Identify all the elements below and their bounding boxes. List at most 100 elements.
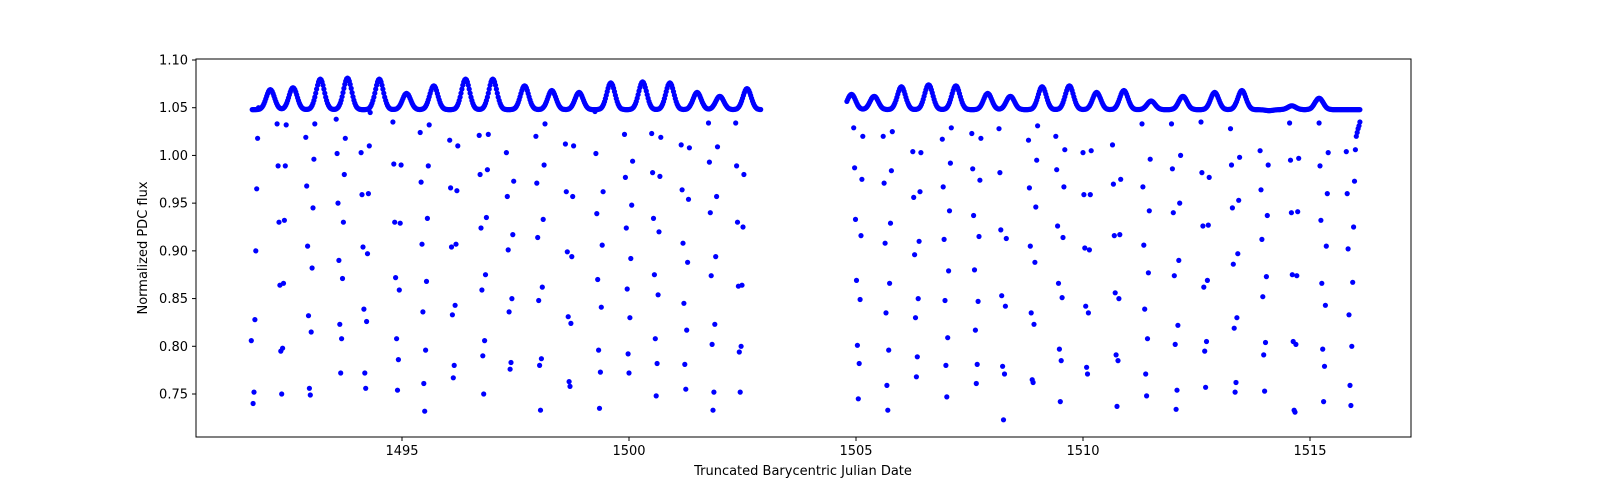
data-point: [539, 284, 545, 290]
data-point: [655, 292, 661, 298]
y-tick-label: 0.85: [159, 292, 188, 307]
data-point: [395, 357, 401, 363]
data-point: [337, 321, 343, 327]
data-point: [1082, 245, 1088, 251]
data-point: [1062, 147, 1068, 153]
data-point: [1318, 217, 1324, 223]
data-point: [1319, 280, 1325, 286]
data-point: [348, 85, 354, 91]
data-point: [941, 236, 947, 242]
data-point: [1228, 162, 1235, 168]
data-point: [304, 183, 310, 189]
data-point: [1114, 403, 1120, 409]
data-point: [734, 163, 740, 169]
data-point: [1323, 243, 1329, 249]
data-point: [465, 82, 471, 88]
data-point: [971, 212, 977, 219]
data-point: [448, 244, 455, 250]
data-point: [623, 225, 629, 231]
data-point: [479, 287, 485, 293]
data-point: [458, 90, 464, 96]
data-point: [1261, 352, 1267, 358]
data-point: [948, 125, 954, 131]
data-point: [509, 296, 515, 302]
data-point: [1141, 242, 1147, 248]
data-point: [1113, 352, 1119, 358]
data-points: [248, 75, 1363, 423]
data-point: [275, 163, 281, 169]
data-point: [685, 259, 691, 265]
data-point: [1295, 209, 1301, 215]
data-point: [1235, 251, 1241, 257]
data-point: [946, 268, 952, 274]
data-point: [310, 205, 316, 211]
data-point: [684, 327, 690, 333]
data-point: [398, 162, 404, 168]
x-tick-label: 1510: [1066, 444, 1099, 459]
data-point: [312, 94, 318, 100]
data-point: [709, 341, 715, 347]
data-point: [977, 177, 983, 183]
data-point: [536, 297, 542, 304]
data-point: [1175, 322, 1181, 328]
data-point: [1265, 162, 1271, 168]
data-point: [255, 105, 262, 111]
data-point: [307, 392, 313, 398]
data-point: [306, 385, 312, 391]
data-point: [341, 85, 347, 91]
data-point: [885, 407, 891, 413]
data-point: [600, 189, 606, 195]
y-tick-label: 0.90: [159, 244, 188, 259]
data-point: [1231, 325, 1237, 331]
data-point: [1203, 384, 1209, 390]
data-point: [1230, 261, 1236, 267]
x-tick-label: 1500: [612, 444, 645, 459]
data-point: [1352, 147, 1358, 153]
data-point: [367, 109, 373, 116]
data-point: [1059, 295, 1065, 301]
data-point: [493, 86, 499, 92]
data-point: [394, 336, 400, 342]
data-point: [397, 220, 403, 226]
data-point: [1321, 363, 1328, 369]
data-point: [1086, 247, 1092, 253]
data-point: [483, 214, 489, 221]
data-point: [1199, 170, 1205, 176]
data-point: [1084, 371, 1091, 377]
data-point: [1035, 123, 1041, 129]
data-point: [880, 133, 886, 139]
data-point: [1317, 163, 1323, 169]
data-point: [484, 94, 490, 100]
data-point: [737, 389, 743, 395]
data-point: [858, 233, 864, 239]
data-point: [506, 309, 512, 315]
data-point: [492, 82, 499, 88]
y-tick-label: 0.75: [159, 388, 188, 403]
data-point: [313, 90, 319, 96]
data-point: [942, 297, 948, 304]
data-point: [533, 133, 539, 139]
x-tick-label: 1505: [839, 444, 872, 459]
data-point: [1176, 257, 1182, 263]
data-point: [1140, 184, 1146, 190]
data-point: [380, 86, 386, 92]
data-point: [568, 320, 574, 326]
data-point: [998, 227, 1004, 233]
data-point: [1287, 157, 1294, 163]
data-point: [1322, 302, 1328, 308]
data-point: [311, 156, 317, 162]
data-point: [1172, 341, 1178, 347]
data-point: [1206, 174, 1212, 180]
data-point: [852, 165, 858, 171]
data-point: [973, 380, 979, 387]
data-point: [280, 345, 286, 351]
data-point: [336, 257, 342, 263]
data-point: [480, 353, 486, 359]
data-point: [1324, 191, 1330, 197]
data-point: [359, 192, 365, 198]
data-point: [424, 215, 430, 221]
data-point: [1170, 210, 1176, 216]
data-point: [680, 240, 686, 246]
x-axis-ticks: 1495 1500 1505 1510 1515: [385, 437, 1327, 459]
x-axis-label: Truncated Barycentric Julian Date: [693, 464, 912, 479]
